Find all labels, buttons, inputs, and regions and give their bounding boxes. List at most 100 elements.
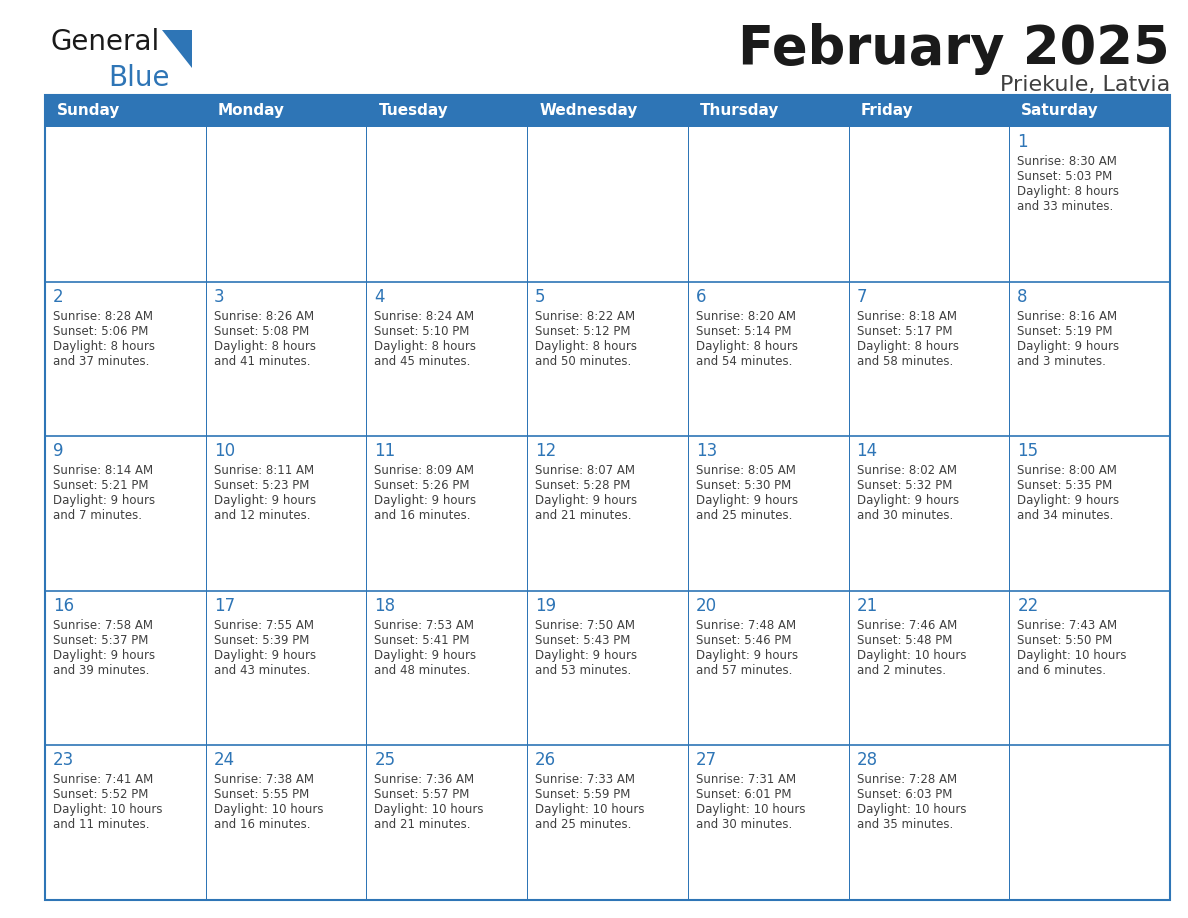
Text: Sunset: 5:23 PM: Sunset: 5:23 PM bbox=[214, 479, 309, 492]
Text: Sunset: 5:52 PM: Sunset: 5:52 PM bbox=[53, 789, 148, 801]
Text: and 53 minutes.: and 53 minutes. bbox=[535, 664, 631, 677]
Text: Daylight: 10 hours: Daylight: 10 hours bbox=[857, 649, 966, 662]
Text: Daylight: 9 hours: Daylight: 9 hours bbox=[53, 494, 156, 508]
Text: Sunset: 5:48 PM: Sunset: 5:48 PM bbox=[857, 633, 952, 647]
Text: Sunrise: 7:36 AM: Sunrise: 7:36 AM bbox=[374, 773, 474, 787]
Text: 5: 5 bbox=[535, 287, 545, 306]
Text: 14: 14 bbox=[857, 442, 878, 460]
Text: 22: 22 bbox=[1017, 597, 1038, 615]
Text: 8: 8 bbox=[1017, 287, 1028, 306]
Text: Sunset: 5:30 PM: Sunset: 5:30 PM bbox=[696, 479, 791, 492]
Text: Sunset: 5:32 PM: Sunset: 5:32 PM bbox=[857, 479, 952, 492]
Text: 16: 16 bbox=[53, 597, 74, 615]
Text: Sunrise: 7:28 AM: Sunrise: 7:28 AM bbox=[857, 773, 956, 787]
Text: Sunset: 5:26 PM: Sunset: 5:26 PM bbox=[374, 479, 470, 492]
Text: Priekule, Latvia: Priekule, Latvia bbox=[1000, 75, 1170, 95]
Text: and 11 minutes.: and 11 minutes. bbox=[53, 819, 150, 832]
Text: 18: 18 bbox=[374, 597, 396, 615]
Text: 6: 6 bbox=[696, 287, 707, 306]
Text: Sunrise: 7:50 AM: Sunrise: 7:50 AM bbox=[535, 619, 636, 632]
Text: and 30 minutes.: and 30 minutes. bbox=[857, 509, 953, 522]
Text: and 21 minutes.: and 21 minutes. bbox=[535, 509, 632, 522]
Text: 3: 3 bbox=[214, 287, 225, 306]
Text: and 50 minutes.: and 50 minutes. bbox=[535, 354, 631, 367]
Text: Sunrise: 8:05 AM: Sunrise: 8:05 AM bbox=[696, 465, 796, 477]
Text: and 35 minutes.: and 35 minutes. bbox=[857, 819, 953, 832]
Text: Daylight: 9 hours: Daylight: 9 hours bbox=[374, 494, 476, 508]
Text: Sunset: 5:12 PM: Sunset: 5:12 PM bbox=[535, 325, 631, 338]
Text: Daylight: 9 hours: Daylight: 9 hours bbox=[214, 649, 316, 662]
Text: 25: 25 bbox=[374, 752, 396, 769]
Text: Sunset: 5:43 PM: Sunset: 5:43 PM bbox=[535, 633, 631, 647]
Text: Sunset: 5:50 PM: Sunset: 5:50 PM bbox=[1017, 633, 1112, 647]
Text: Daylight: 8 hours: Daylight: 8 hours bbox=[535, 340, 637, 353]
Text: and 3 minutes.: and 3 minutes. bbox=[1017, 354, 1106, 367]
Text: Sunrise: 8:02 AM: Sunrise: 8:02 AM bbox=[857, 465, 956, 477]
Text: and 39 minutes.: and 39 minutes. bbox=[53, 664, 150, 677]
Text: and 21 minutes.: and 21 minutes. bbox=[374, 819, 470, 832]
Text: 27: 27 bbox=[696, 752, 718, 769]
Bar bbox=[45, 95, 1170, 127]
Text: Daylight: 10 hours: Daylight: 10 hours bbox=[696, 803, 805, 816]
Text: Sunrise: 8:30 AM: Sunrise: 8:30 AM bbox=[1017, 155, 1117, 168]
Text: Sunrise: 7:33 AM: Sunrise: 7:33 AM bbox=[535, 773, 636, 787]
Text: Sunrise: 8:26 AM: Sunrise: 8:26 AM bbox=[214, 309, 314, 322]
Text: Sunset: 5:35 PM: Sunset: 5:35 PM bbox=[1017, 479, 1112, 492]
Text: Sunset: 5:46 PM: Sunset: 5:46 PM bbox=[696, 633, 791, 647]
Text: and 33 minutes.: and 33 minutes. bbox=[1017, 200, 1113, 213]
Text: Sunrise: 7:53 AM: Sunrise: 7:53 AM bbox=[374, 619, 474, 632]
Text: February 2025: February 2025 bbox=[739, 23, 1170, 75]
Text: Sunrise: 8:11 AM: Sunrise: 8:11 AM bbox=[214, 465, 314, 477]
Text: and 45 minutes.: and 45 minutes. bbox=[374, 354, 470, 367]
Text: Daylight: 9 hours: Daylight: 9 hours bbox=[1017, 340, 1119, 353]
Text: 15: 15 bbox=[1017, 442, 1038, 460]
Text: Daylight: 10 hours: Daylight: 10 hours bbox=[374, 803, 484, 816]
Bar bbox=[45, 95, 1170, 900]
Text: Sunset: 5:17 PM: Sunset: 5:17 PM bbox=[857, 325, 952, 338]
Text: Friday: Friday bbox=[860, 104, 914, 118]
Text: Sunrise: 8:07 AM: Sunrise: 8:07 AM bbox=[535, 465, 636, 477]
Text: 26: 26 bbox=[535, 752, 556, 769]
Text: 9: 9 bbox=[53, 442, 63, 460]
Text: and 7 minutes.: and 7 minutes. bbox=[53, 509, 143, 522]
Text: Sunset: 5:57 PM: Sunset: 5:57 PM bbox=[374, 789, 469, 801]
Text: Sunrise: 8:14 AM: Sunrise: 8:14 AM bbox=[53, 465, 153, 477]
Text: Sunrise: 7:58 AM: Sunrise: 7:58 AM bbox=[53, 619, 153, 632]
Text: Sunset: 5:03 PM: Sunset: 5:03 PM bbox=[1017, 170, 1112, 183]
Text: Daylight: 9 hours: Daylight: 9 hours bbox=[535, 649, 637, 662]
Text: Sunset: 6:01 PM: Sunset: 6:01 PM bbox=[696, 789, 791, 801]
Text: 24: 24 bbox=[214, 752, 235, 769]
Text: Daylight: 9 hours: Daylight: 9 hours bbox=[214, 494, 316, 508]
Text: and 41 minutes.: and 41 minutes. bbox=[214, 354, 310, 367]
Text: Tuesday: Tuesday bbox=[379, 104, 448, 118]
Text: and 30 minutes.: and 30 minutes. bbox=[696, 819, 792, 832]
Text: Sunset: 5:14 PM: Sunset: 5:14 PM bbox=[696, 325, 791, 338]
Text: Sunrise: 7:48 AM: Sunrise: 7:48 AM bbox=[696, 619, 796, 632]
Text: 4: 4 bbox=[374, 287, 385, 306]
Text: Blue: Blue bbox=[108, 64, 170, 92]
Text: Daylight: 8 hours: Daylight: 8 hours bbox=[374, 340, 476, 353]
Text: and 25 minutes.: and 25 minutes. bbox=[535, 819, 632, 832]
Text: 17: 17 bbox=[214, 597, 235, 615]
Text: Thursday: Thursday bbox=[700, 104, 779, 118]
Text: 13: 13 bbox=[696, 442, 718, 460]
Text: and 12 minutes.: and 12 minutes. bbox=[214, 509, 310, 522]
Text: Sunrise: 8:16 AM: Sunrise: 8:16 AM bbox=[1017, 309, 1118, 322]
Text: Sunset: 5:28 PM: Sunset: 5:28 PM bbox=[535, 479, 631, 492]
Text: Sunrise: 7:38 AM: Sunrise: 7:38 AM bbox=[214, 773, 314, 787]
Text: Daylight: 10 hours: Daylight: 10 hours bbox=[857, 803, 966, 816]
Text: Sunset: 5:19 PM: Sunset: 5:19 PM bbox=[1017, 325, 1113, 338]
Text: and 57 minutes.: and 57 minutes. bbox=[696, 664, 792, 677]
Text: Saturday: Saturday bbox=[1022, 104, 1099, 118]
Text: and 58 minutes.: and 58 minutes. bbox=[857, 354, 953, 367]
Text: Sunset: 5:59 PM: Sunset: 5:59 PM bbox=[535, 789, 631, 801]
Text: Daylight: 9 hours: Daylight: 9 hours bbox=[857, 494, 959, 508]
Text: Daylight: 9 hours: Daylight: 9 hours bbox=[696, 649, 798, 662]
Text: Daylight: 9 hours: Daylight: 9 hours bbox=[53, 649, 156, 662]
Text: 21: 21 bbox=[857, 597, 878, 615]
Text: Daylight: 10 hours: Daylight: 10 hours bbox=[535, 803, 645, 816]
Text: Sunset: 5:41 PM: Sunset: 5:41 PM bbox=[374, 633, 470, 647]
Text: 23: 23 bbox=[53, 752, 74, 769]
Text: 1: 1 bbox=[1017, 133, 1028, 151]
Text: Sunrise: 8:22 AM: Sunrise: 8:22 AM bbox=[535, 309, 636, 322]
